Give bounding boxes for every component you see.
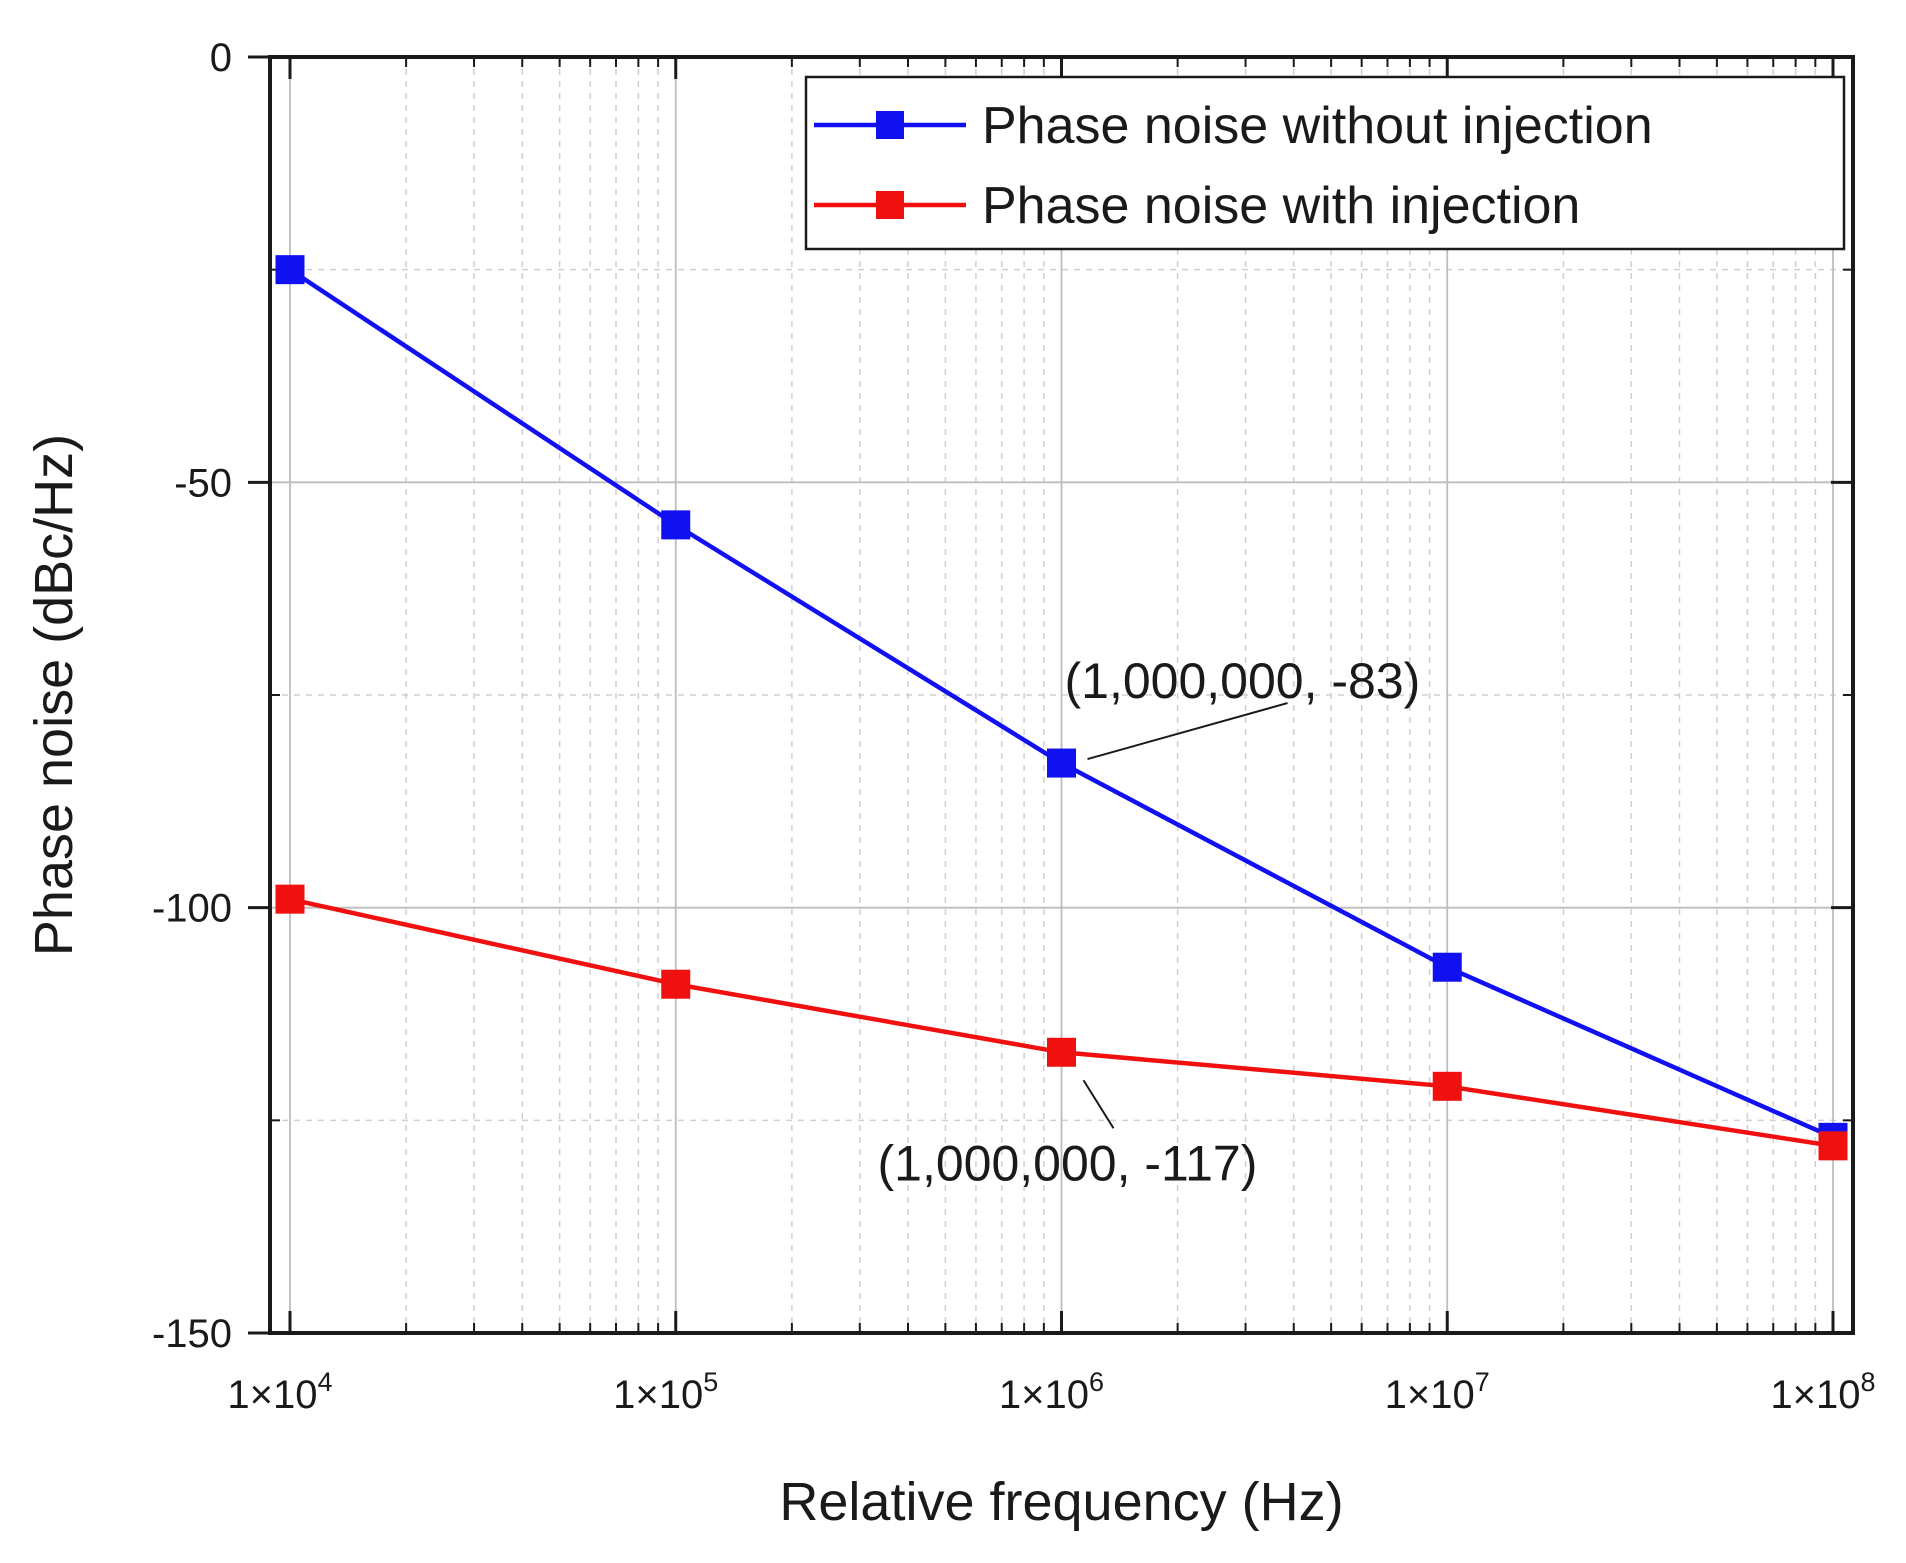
axis-tick-labels: 1×104 1×105 1×106 1×107 1×108 0 -50 -100 -150 [152, 36, 1876, 1417]
series-1-point [275, 255, 305, 285]
x-tick-label: 1×106 [999, 1367, 1104, 1417]
x-axis-title: Relative frequency (Hz) [779, 1472, 1343, 1532]
annotation-leader-line [1082, 1079, 1115, 1129]
y-tick-label: -100 [152, 887, 232, 931]
series-1-point [1047, 748, 1076, 778]
series-2-point [1047, 1037, 1076, 1067]
legend-box [804, 75, 1846, 251]
y-tick-label: 0 [210, 36, 232, 80]
series-layer [275, 255, 1848, 1161]
legend-swatch-marker [876, 111, 904, 139]
x-tick-label: 1×104 [227, 1367, 332, 1417]
y-tick-label: -150 [152, 1312, 232, 1356]
series-2-point [1818, 1131, 1848, 1161]
annotation-label: (1,000,000, -117) [878, 1135, 1258, 1191]
legend-entry-label: Phase noise without injection [982, 97, 1653, 155]
x-tick-label: 1×108 [1770, 1367, 1875, 1417]
y-axis-title: Phase noise (dBc/Hz) [24, 434, 84, 956]
legend: Phase noise without injection Phase noise… [804, 75, 1846, 251]
x-tick-label: 1×107 [1385, 1367, 1490, 1417]
series-2-point [275, 884, 305, 914]
grid-lines [270, 57, 1853, 1333]
series-1-point [661, 510, 691, 540]
series-2-point [661, 969, 691, 999]
annotation-label: (1,000,000, -83) [1065, 653, 1421, 709]
x-tick-label: 1×105 [613, 1367, 718, 1417]
annotations-layer: (1,000,000, -83) (1,000,000, -117) [878, 653, 1421, 1191]
axis-ticks [248, 55, 1853, 1335]
annotation-leader-line [1087, 702, 1288, 761]
legend-swatch-marker [876, 191, 904, 219]
y-tick-label: -50 [174, 461, 232, 505]
series-1-point [1432, 952, 1462, 982]
legend-entry-label: Phase noise with injection [982, 177, 1580, 235]
series-2-point [1432, 1071, 1462, 1101]
